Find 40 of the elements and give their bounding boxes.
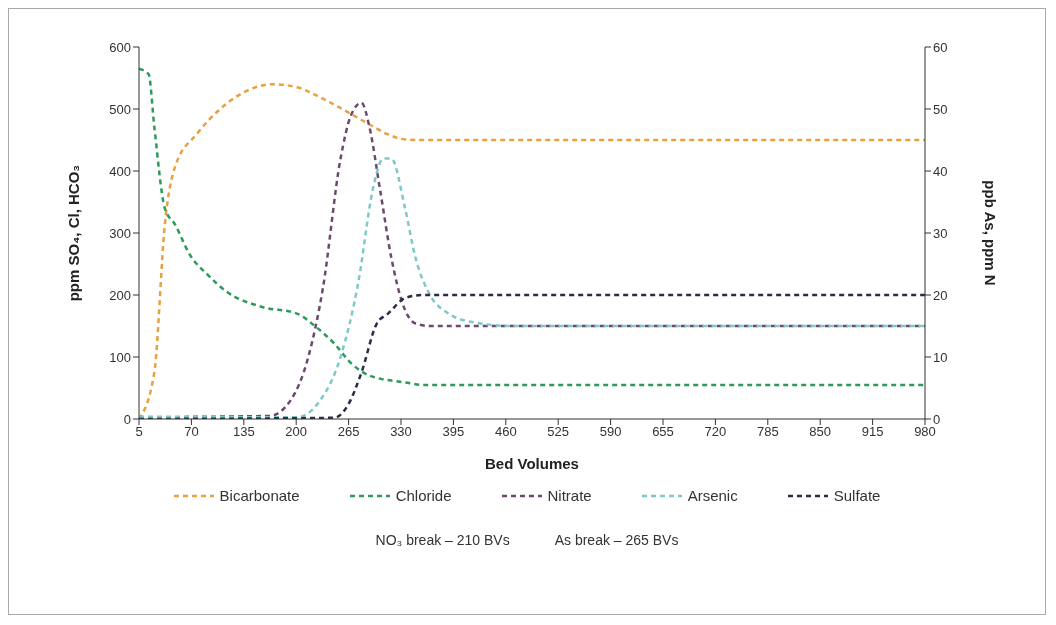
- legend-label: Bicarbonate: [219, 487, 300, 504]
- x-tick-label: 395: [442, 424, 465, 440]
- y-tick-label: 0: [123, 411, 131, 427]
- y2-tick-label: 30: [933, 225, 948, 241]
- x-axis-title: Bed Volumes: [485, 455, 579, 472]
- y-tick-label: 300: [109, 225, 131, 241]
- x-tick-label: 590: [599, 424, 622, 440]
- x-tick-label: 460: [494, 424, 517, 440]
- y2-tick-label: 40: [933, 163, 948, 179]
- y-tick-label: 100: [109, 349, 131, 365]
- y-tick-label: 200: [109, 287, 131, 303]
- x-tick-label: 70: [184, 424, 199, 440]
- y-tick-label: 400: [109, 163, 131, 179]
- x-tick-label: 655: [652, 424, 674, 440]
- x-tick-label: 200: [285, 424, 308, 440]
- x-tick-label: 525: [547, 424, 570, 440]
- y2-tick-label: 0: [933, 411, 941, 427]
- x-tick-label: 850: [809, 424, 832, 440]
- text: As break – 265 BVs: [554, 532, 679, 548]
- legend-label: Arsenic: [687, 487, 738, 504]
- y-tick-label: 600: [109, 39, 131, 55]
- x-tick-label: 135: [232, 424, 255, 440]
- y2-axis-title: ppb As, ppm N: [981, 180, 999, 286]
- x-tick-label: 785: [756, 424, 779, 440]
- y-axis-title: ppm SO₄, Cl, HCO₃: [65, 164, 83, 302]
- y2-tick-label: 20: [933, 287, 948, 303]
- y2-tick-label: 50: [933, 101, 948, 117]
- y-tick-label: 500: [109, 101, 131, 117]
- x-tick-label: 5: [135, 424, 143, 440]
- y2-tick-label: 10: [933, 349, 948, 365]
- legend-label: Nitrate: [547, 487, 592, 504]
- legend-label: Sulfate: [833, 487, 881, 504]
- x-tick-label: 915: [861, 424, 884, 440]
- x-tick-label: 720: [704, 424, 727, 440]
- x-tick-label: 265: [337, 424, 360, 440]
- legend-label: Chloride: [395, 487, 452, 504]
- x-tick-label: 330: [390, 424, 412, 440]
- text: NO₃ break – 210 BVs: [375, 532, 510, 548]
- y2-tick-label: 60: [933, 39, 948, 55]
- x-tick-label: 980: [914, 424, 936, 440]
